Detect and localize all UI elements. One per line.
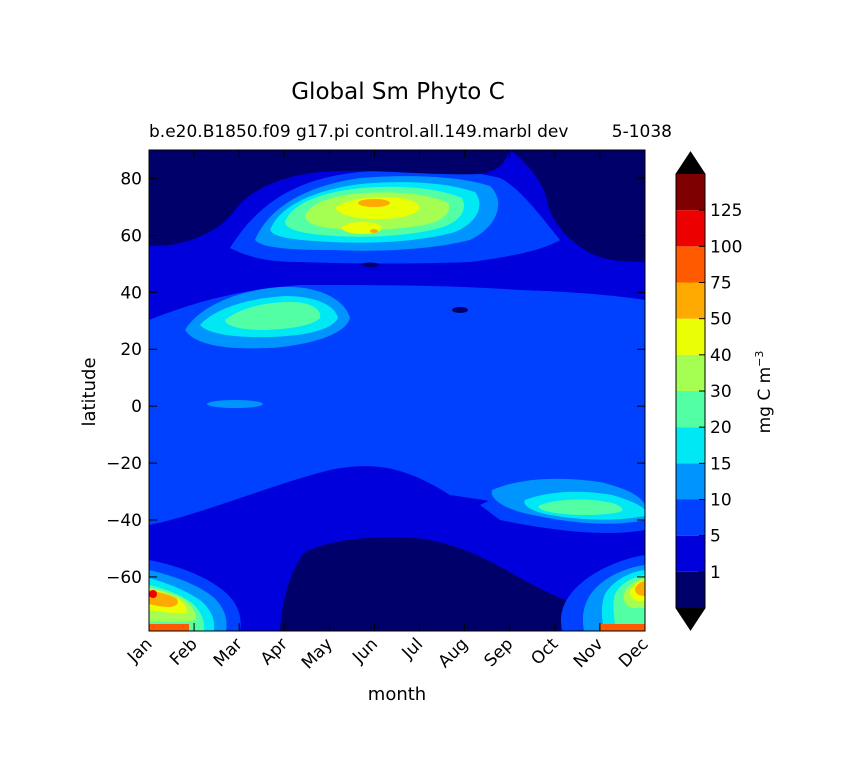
band-20-30-nsub	[225, 302, 321, 330]
colorbar-swatch	[676, 463, 705, 500]
band-lt1-north-left	[149, 150, 510, 246]
y-tick-label: 80	[120, 169, 142, 189]
y-tick-label: −60	[106, 568, 142, 588]
plot-frame	[148, 149, 646, 632]
y-tick-label: 60	[120, 226, 142, 246]
x-tick-label: Aug	[435, 634, 473, 672]
x-tick-label: Jun	[348, 634, 382, 668]
band-75-100-sw-edge	[149, 624, 189, 631]
colorbar-tick-label: 40	[710, 346, 732, 366]
band-75-100-se-edge	[600, 624, 645, 631]
colorbar-tick-label: 10	[710, 491, 732, 511]
colorbar-swatch	[676, 427, 705, 464]
colorbar-swatch	[676, 246, 705, 283]
band-50-75-north-b	[370, 229, 378, 233]
y-tick-label: 20	[120, 340, 142, 360]
band-lt1-south	[280, 537, 580, 631]
x-tick-label: Dec	[615, 634, 652, 671]
colorbar-tick-label: 1	[710, 563, 721, 583]
band-50-75-se	[635, 581, 645, 596]
x-tick-label: May	[298, 634, 337, 673]
x-axis-label: month	[368, 684, 426, 705]
y-tick-label: −40	[106, 511, 142, 531]
x-tick-label: Sep	[480, 634, 517, 671]
colorbar-tick-label: 50	[710, 310, 732, 330]
chart-subtitle-left: b.e20.B1850.f09 g17.pi control.all.149.m…	[149, 122, 568, 142]
band-5-10-trop3	[452, 307, 468, 313]
x-tick-label: Feb	[166, 634, 201, 669]
band-5-10-trop2	[207, 400, 263, 408]
colorbar-tick-label: 30	[710, 382, 732, 402]
x-tick-label: Jul	[398, 634, 427, 663]
y-tick-label: 40	[120, 283, 142, 303]
colorbar-swatch	[676, 391, 705, 428]
band-50-75-north	[358, 199, 390, 207]
colorbar-swatch	[676, 535, 705, 572]
band-lt1-sep	[360, 262, 380, 267]
chart-title: Global Sm Phyto C	[291, 79, 505, 105]
band-40-50-north	[335, 197, 420, 220]
x-tick-label: Mar	[210, 634, 247, 671]
chart-subtitle-right: 5-1038	[612, 122, 672, 142]
colorbar-tick-label: 20	[710, 418, 732, 438]
colorbar-tick-label: 5	[710, 527, 721, 547]
band-100-125-sw	[149, 590, 157, 598]
colorbar-outline	[675, 151, 706, 631]
x-tick-label: Apr	[257, 634, 292, 669]
colorbar-extend-min	[676, 608, 705, 630]
band-20-30-south	[538, 499, 623, 515]
colorbar-extend-max	[676, 152, 705, 174]
colorbar-tick-label: 75	[710, 274, 732, 294]
band-5-10-trop1	[228, 377, 264, 385]
y-axis-label: latitude	[79, 357, 100, 426]
band-lt1-north-right	[510, 150, 645, 262]
x-tick-label: Oct	[527, 634, 562, 669]
colorbar-swatch	[676, 174, 705, 211]
colorbar-swatch	[676, 571, 705, 608]
colorbar-swatch	[676, 354, 705, 391]
colorbar-tick-label: 100	[710, 237, 742, 257]
contour-field	[149, 150, 645, 631]
y-axis: 80 60 40 20 0 −20 −40 −60	[106, 169, 645, 588]
colorbar-swatch	[676, 499, 705, 536]
colorbar-label: mg C m−3	[753, 351, 775, 434]
colorbar-swatch	[676, 282, 705, 319]
y-tick-label: 0	[131, 397, 142, 417]
colorbar-tick-label: 125	[710, 201, 742, 221]
colorbar-swatch	[676, 210, 705, 247]
colorbar-swatch	[676, 318, 705, 355]
y-tick-label: −20	[106, 454, 142, 474]
x-tick-label: Nov	[570, 634, 608, 672]
x-tick-label: Jan	[123, 634, 156, 667]
colorbar-tick-label: 15	[710, 454, 732, 474]
